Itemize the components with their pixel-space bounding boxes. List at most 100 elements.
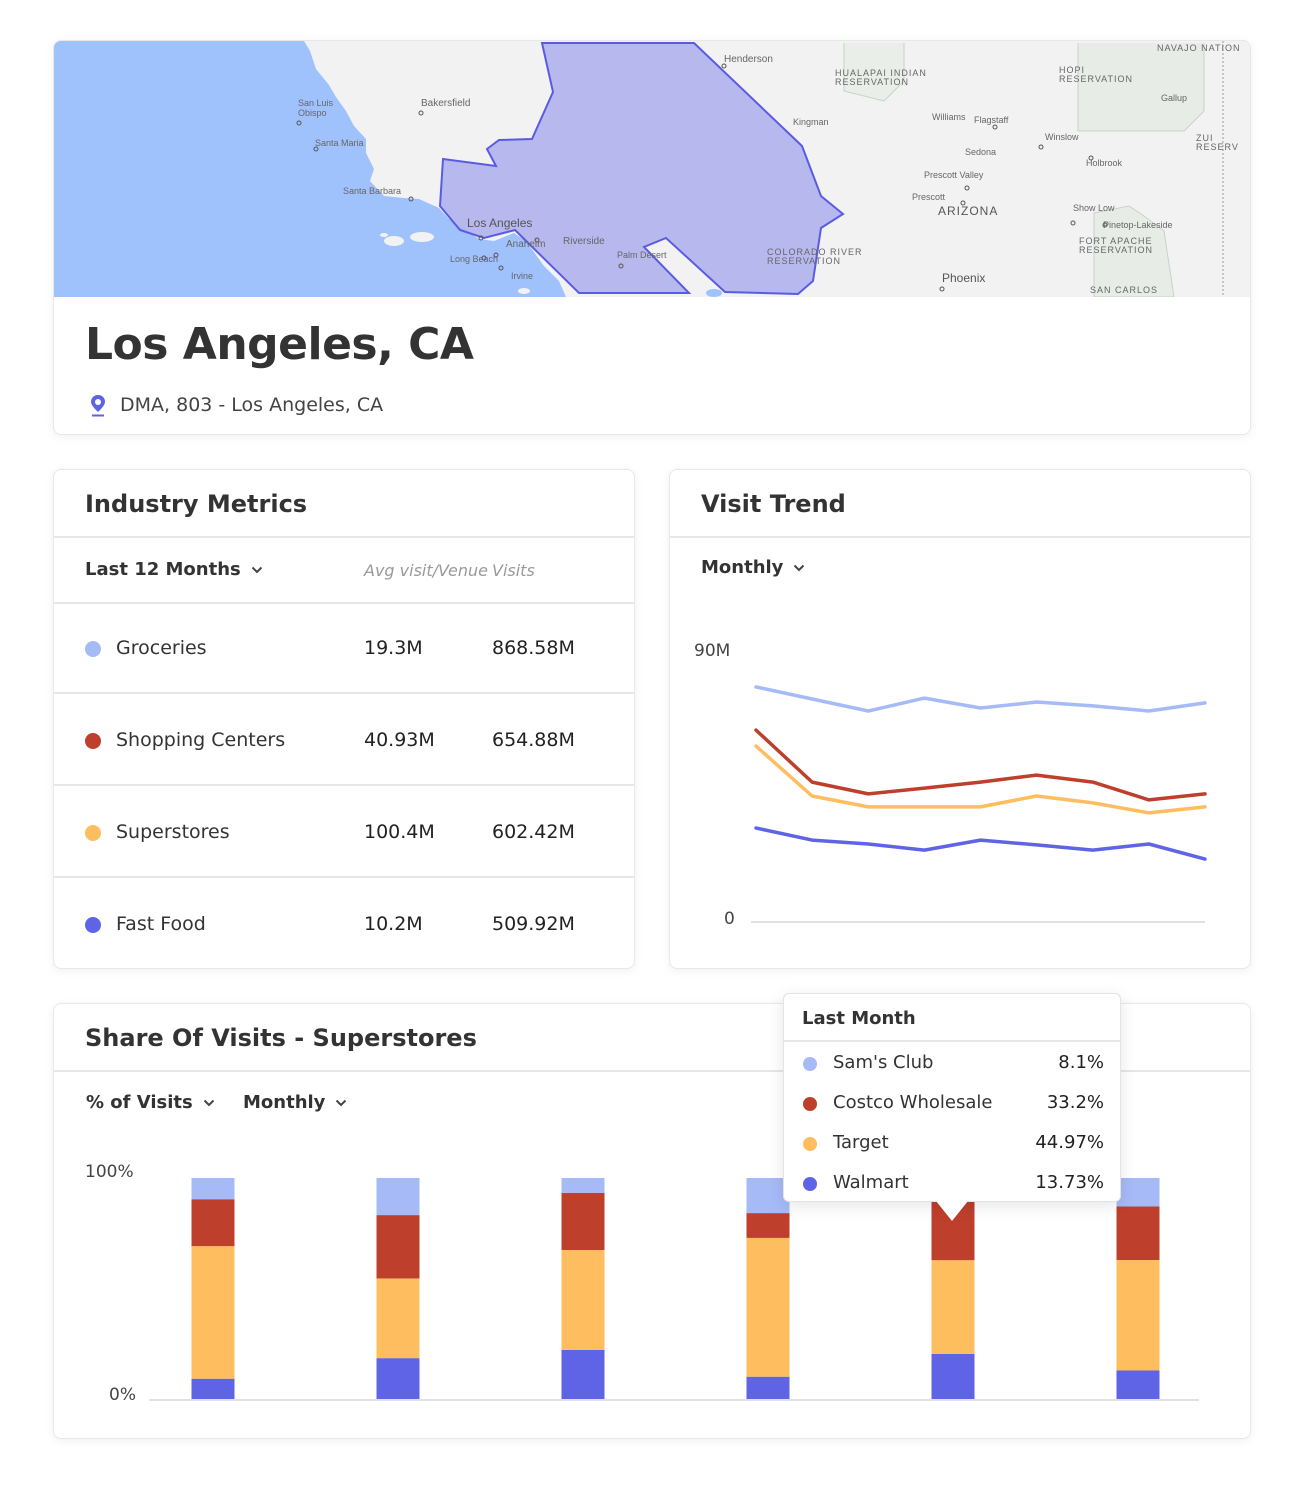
- visit-trend-card: Visit Trend Monthly 90M 0: [669, 469, 1251, 969]
- svg-text:COLORADO RIVER: COLORADO RIVER: [767, 247, 863, 257]
- svg-text:RESERV: RESERV: [1196, 142, 1239, 152]
- bar-segment-sam-s-club: [1116, 1178, 1160, 1207]
- svg-text:ARIZONA: ARIZONA: [938, 204, 998, 218]
- bar-segment-target: [376, 1278, 420, 1359]
- tooltip-brand: Sam's Club: [833, 1052, 934, 1073]
- map-pin-icon: [88, 393, 108, 417]
- chevron-down-icon: [794, 564, 805, 571]
- bar-segment-sam-s-club: [376, 1178, 420, 1216]
- svg-text:SAN CARLOS: SAN CARLOS: [1090, 285, 1158, 295]
- share-of-visits-title: Share Of Visits - Superstores: [85, 1024, 477, 1052]
- tooltip-value: 44.97%: [1035, 1132, 1104, 1153]
- svg-text:NAVAJO NATION: NAVAJO NATION: [1157, 43, 1241, 53]
- bar-segment-walmart: [746, 1376, 790, 1399]
- divider: [784, 1040, 1120, 1042]
- bar-segment-costco-wholesale: [746, 1213, 790, 1238]
- share-granularity-dropdown-label: Monthly: [243, 1092, 326, 1113]
- svg-text:0%: 0%: [109, 1385, 136, 1405]
- svg-text:Prescott: Prescott: [912, 192, 946, 202]
- svg-text:Santa Barbara: Santa Barbara: [343, 186, 401, 196]
- bar-segment-walmart: [931, 1353, 975, 1399]
- legend-dot: [85, 733, 101, 749]
- tooltip-brand: Target: [833, 1132, 889, 1153]
- svg-text:RESERVATION: RESERVATION: [1079, 245, 1153, 255]
- tooltip-row-target: Target 44.97%: [784, 1124, 1120, 1164]
- bar-segment-target: [191, 1246, 235, 1379]
- legend-dot: [803, 1057, 817, 1071]
- divider: [54, 876, 634, 878]
- svg-text:Anaheim: Anaheim: [506, 239, 545, 250]
- svg-text:100%: 100%: [85, 1162, 134, 1182]
- svg-text:Phoenix: Phoenix: [942, 271, 985, 285]
- tooltip-value: 33.2%: [1046, 1092, 1104, 1113]
- bar-segment-sam-s-club: [561, 1178, 605, 1193]
- svg-text:Long Beach: Long Beach: [450, 254, 498, 264]
- svg-text:HOPI: HOPI: [1059, 65, 1085, 75]
- bar-segment-target: [931, 1260, 975, 1354]
- legend-dot: [803, 1137, 817, 1151]
- divider: [54, 784, 634, 786]
- metric-dropdown-label: % of Visits: [86, 1092, 193, 1113]
- dma-label: DMA, 803 - Los Angeles, CA: [120, 394, 384, 416]
- line-series-fast-food: [754, 826, 1207, 861]
- tooltip-arrow: [936, 1201, 968, 1221]
- svg-text:90M: 90M: [694, 641, 730, 661]
- industry-name: Superstores: [116, 821, 230, 843]
- divider: [54, 602, 634, 604]
- column-header-avg-visit: Avg visit/Venue: [364, 561, 488, 580]
- industry-row-fast-food[interactable]: Fast Food 10.2M 509.92M: [54, 880, 634, 968]
- metric-dropdown[interactable]: % of Visits: [86, 1092, 215, 1113]
- svg-text:Williams: Williams: [932, 112, 966, 122]
- bar-segment-costco-wholesale: [561, 1192, 605, 1250]
- period-dropdown-label: Last 12 Months: [85, 559, 241, 580]
- svg-text:Sedona: Sedona: [965, 147, 996, 157]
- period-dropdown[interactable]: Last 12 Months: [85, 559, 263, 580]
- bar-segment-walmart: [1116, 1370, 1160, 1399]
- svg-text:RESERVATION: RESERVATION: [1059, 74, 1133, 84]
- svg-text:Gallup: Gallup: [1161, 93, 1187, 103]
- divider: [670, 536, 1250, 538]
- avg-visit-value: 40.93M: [364, 729, 435, 751]
- industry-row-shopping-centers[interactable]: Shopping Centers 40.93M 654.88M: [54, 696, 634, 786]
- svg-text:Pinetop-Lakeside: Pinetop-Lakeside: [1103, 220, 1173, 230]
- svg-text:San Luis: San Luis: [298, 98, 334, 108]
- visit-trend-line-chart[interactable]: 90M 0: [670, 470, 1251, 969]
- svg-text:HUALAPAI INDIAN: HUALAPAI INDIAN: [835, 68, 927, 78]
- industry-row-groceries[interactable]: Groceries 19.3M 868.58M: [54, 604, 634, 694]
- svg-text:Obispo: Obispo: [298, 108, 327, 118]
- svg-text:0: 0: [724, 909, 735, 929]
- svg-text:Palm Desert: Palm Desert: [617, 250, 667, 260]
- svg-text:Kingman: Kingman: [793, 117, 829, 127]
- divider: [54, 692, 634, 694]
- bar-segment-sam-s-club: [191, 1178, 235, 1200]
- svg-text:Holbrook: Holbrook: [1086, 158, 1123, 168]
- bar-segment-walmart: [376, 1358, 420, 1399]
- location-header-card: Henderson HUALAPAI INDIAN RESERVATION NAVAJ…: [53, 40, 1251, 435]
- avg-visit-value: 100.4M: [364, 821, 435, 843]
- bar-segment-walmart: [191, 1378, 235, 1399]
- legend-dot: [85, 825, 101, 841]
- svg-text:Winslow: Winslow: [1045, 132, 1079, 142]
- line-series-superstores: [754, 744, 1207, 815]
- svg-text:Los Angeles: Los Angeles: [467, 216, 532, 230]
- share-granularity-dropdown[interactable]: Monthly: [243, 1092, 347, 1113]
- svg-text:Santa Maria: Santa Maria: [315, 138, 364, 148]
- svg-text:Prescott Valley: Prescott Valley: [924, 170, 984, 180]
- legend-dot: [85, 917, 101, 933]
- svg-text:Flagstaff: Flagstaff: [974, 115, 1009, 125]
- industry-row-superstores[interactable]: Superstores 100.4M 602.42M: [54, 788, 634, 878]
- legend-dot: [803, 1097, 817, 1111]
- visits-value: 509.92M: [492, 913, 575, 935]
- svg-text:Bakersfield: Bakersfield: [421, 98, 470, 109]
- industry-metrics-title: Industry Metrics: [85, 490, 308, 518]
- visit-trend-title: Visit Trend: [701, 490, 846, 518]
- svg-text:Riverside: Riverside: [563, 236, 605, 247]
- bar-segment-costco-wholesale: [191, 1199, 235, 1247]
- tooltip-value: 13.73%: [1035, 1172, 1104, 1193]
- share-of-visits-stacked-bar-chart[interactable]: 100% 0%: [54, 1004, 1251, 1439]
- dma-map[interactable]: Henderson HUALAPAI INDIAN RESERVATION NAVAJ…: [54, 41, 1251, 297]
- tooltip-row-walmart: Walmart 13.73%: [784, 1164, 1120, 1204]
- svg-text:RESERVATION: RESERVATION: [835, 77, 909, 87]
- granularity-dropdown[interactable]: Monthly: [701, 557, 805, 578]
